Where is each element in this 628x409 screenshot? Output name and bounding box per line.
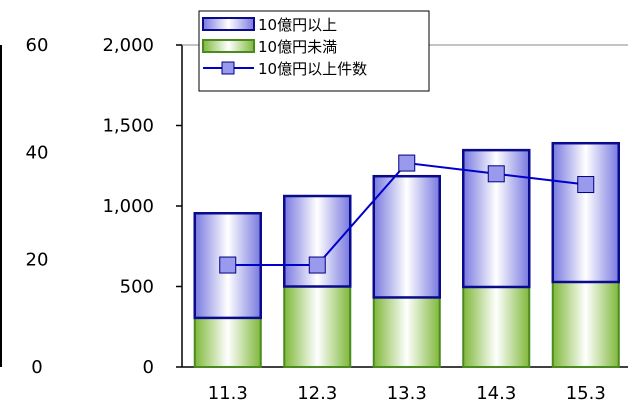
legend-label: 10億円未満 xyxy=(258,38,337,56)
x-tick-label: 15.3 xyxy=(566,383,606,404)
left-tick-label: 0 xyxy=(143,357,154,378)
right-tick-label: 20 xyxy=(26,250,49,271)
x-tick-label: 11.3 xyxy=(208,383,248,404)
left-tick-label: 1,000 xyxy=(102,196,154,217)
legend-label: 10億円以上 xyxy=(258,16,337,34)
count-marker xyxy=(487,165,505,183)
x-axis-ticks: 11.3 12.3 13.3 14.3 15.3 xyxy=(208,383,606,404)
legend-marker-swatch xyxy=(221,61,235,75)
line-series xyxy=(219,154,595,274)
right-tick-label: 40 xyxy=(26,142,49,163)
legend-swatch xyxy=(202,17,255,31)
count-marker xyxy=(398,154,416,172)
bar-segment-over-1b xyxy=(372,174,441,299)
x-tick-label: 14.3 xyxy=(476,383,516,404)
bar-segment-under-1b xyxy=(283,285,352,368)
count-marker xyxy=(577,176,595,194)
left-tick-label: 2,000 xyxy=(102,35,154,56)
legend-label: 10億円以上件数 xyxy=(258,60,367,78)
left-axis-ticks: 0 500 1,000 1,500 2,000 xyxy=(102,35,182,378)
x-tick-label: 12.3 xyxy=(297,383,337,404)
bar-segment-over-1b xyxy=(551,141,620,284)
bar-segment-under-1b xyxy=(193,316,262,368)
bar-segment-under-1b xyxy=(462,285,531,368)
count-marker xyxy=(308,256,326,274)
right-tick-label: 0 xyxy=(31,357,42,378)
bar-segment-under-1b xyxy=(372,296,441,368)
left-tick-label: 500 xyxy=(120,277,154,298)
right-axis-ticks: 0 20 40 60 xyxy=(26,35,49,378)
legend: 10億円以上 10億円未満 10億円以上件数 xyxy=(198,10,430,92)
bar-segment-under-1b xyxy=(551,280,620,369)
legend-swatch xyxy=(202,39,255,53)
right-tick-label: 60 xyxy=(26,35,49,56)
x-tick-label: 13.3 xyxy=(387,383,427,404)
bars xyxy=(193,141,620,369)
count-marker xyxy=(219,256,237,274)
left-tick-label: 1,500 xyxy=(102,116,154,137)
